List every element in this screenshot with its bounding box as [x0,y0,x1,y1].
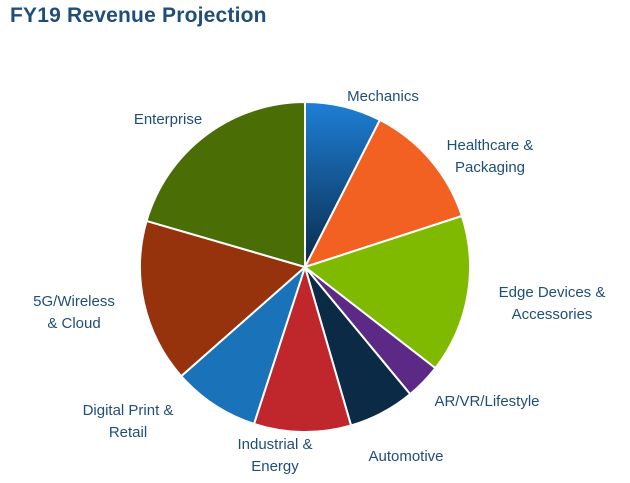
slice-label-line: Digital Print & [83,402,174,419]
slice-label-line: Accessories [512,306,593,323]
slice-label-line: 5G/Wireless [33,293,115,310]
pie-slice-healthcare-packaging [303,118,464,269]
slice-label-line: Energy [251,458,299,475]
pie-slice-edge-devices-accessories [302,214,471,370]
slice-label: Enterprise [134,111,202,128]
slice-label: Mechanics [347,88,419,105]
slice-label-line: Automotive [368,448,443,465]
slice-label: Digital Print & Retail [83,402,174,441]
slice-label-line: Packaging [455,159,525,176]
slice-label-line: Edge Devices & [499,284,606,301]
pie-slice-industrial-energy [252,263,353,433]
pie-slice-enterprise [145,100,306,269]
slice-label: AR/VR/Lifestyle [434,393,539,410]
pie-slices [139,100,471,433]
slice-label-line: Healthcare & [447,137,534,154]
slice-label: Healthcare & Packaging [447,137,534,176]
pie-labels: Mechanics Healthcare & Packaging Edge Devic… [33,88,605,475]
slice-label-line: Mechanics [347,88,419,105]
chart-title: FY19 Revenue Projection [10,4,267,27]
slice-label-line: Enterprise [134,111,202,128]
slice-label: Automotive [368,448,443,465]
pie-slice-5g-wireless-cloud [139,219,308,378]
slice-label-line: Retail [109,424,147,441]
slice-label: Industrial & Energy [237,436,312,475]
slice-label-line: AR/VR/Lifestyle [434,393,539,410]
slice-label: Edge Devices & Accessories [499,284,606,323]
pie-slice-digital-print-retail [179,263,308,426]
slice-label-line: & Cloud [47,315,100,332]
slice-label: 5G/Wireless & Cloud [33,293,115,332]
slice-label-line: Industrial & [237,436,312,453]
